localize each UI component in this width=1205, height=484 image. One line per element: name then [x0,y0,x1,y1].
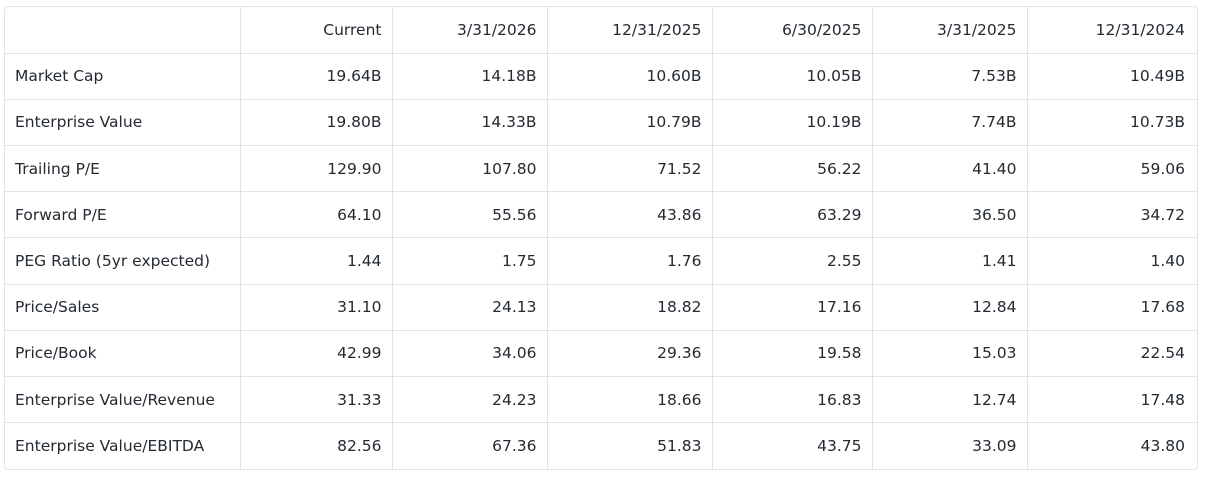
value-cell: 10.05B [712,53,873,100]
table-row: Forward P/E 64.10 55.56 43.86 63.29 36.50 34.7… [5,191,1197,239]
value-cell: 36.50 [872,191,1028,239]
value-cell: 63.29 [712,191,873,239]
row-label: PEG Ratio (5yr expected) [5,237,241,285]
column-header: 3/31/2025 [872,7,1028,54]
value-cell: 107.80 [392,145,548,193]
row-label: Market Cap [5,53,241,100]
value-cell: 15.03 [872,330,1028,378]
value-cell: 64.10 [240,191,393,239]
value-cell: 24.13 [392,284,548,331]
value-cell: 67.36 [392,422,548,469]
table-row: Price/Sales 31.10 24.13 18.82 17.16 12.84 17.6… [5,284,1197,331]
value-cell: 43.86 [547,191,713,239]
value-cell: 10.19B [712,99,873,147]
table-row: Price/Book 42.99 34.06 29.36 19.58 15.03 22.54 [5,330,1197,378]
value-cell: 22.54 [1027,330,1197,378]
value-cell: 17.48 [1027,376,1197,424]
table-row: Trailing P/E 129.90 107.80 71.52 56.22 41.40 5… [5,145,1197,193]
value-cell: 19.64B [240,53,393,100]
value-cell: 16.83 [712,376,873,424]
table-row: Enterprise Value/EBITDA 82.56 67.36 51.83 43… [5,422,1197,469]
table-row: Enterprise Value/Revenue 31.33 24.23 18.66 1… [5,376,1197,424]
valuation-table: Current 3/31/2026 12/31/2025 6/30/2025 3/31/… [5,7,1197,469]
value-cell: 43.80 [1140,437,1185,456]
row-label: Price/Book [5,330,241,378]
value-cell: 1.75 [392,237,548,285]
value-cell: 1.44 [240,237,393,285]
value-cell: 56.22 [712,145,873,193]
value-cell: 10.79B [547,99,713,147]
row-label: Enterprise Value [5,99,241,147]
value-cell: 1.40 [1027,237,1197,285]
value-cell: 43.75 [712,422,873,469]
value-cell: 14.18B [392,53,548,100]
value-cell: 19.58 [712,330,873,378]
value-cell: 17.68 [1027,284,1197,331]
value-cell: 1.76 [547,237,713,285]
value-cell: 33.09 [872,422,1028,469]
value-cell: 29.36 [547,330,713,378]
value-cell: 24.23 [392,376,548,424]
value-cell: 51.83 [547,422,713,469]
value-cell: 34.06 [392,330,548,378]
column-header: Current [240,7,393,54]
value-cell: 14.33B [392,99,548,147]
header-cell [5,7,241,54]
value-cell: 18.66 [547,376,713,424]
value-cell: 129.90 [240,145,393,193]
value-cell: 42.99 [240,330,393,378]
value-cell: 12.84 [872,284,1028,331]
value-cell: 1.41 [872,237,1028,285]
value-cell: 41.40 [872,145,1028,193]
value-cell: 31.10 [240,284,393,331]
row-label: Trailing P/E [5,145,241,193]
row-label: Forward P/E [5,191,241,239]
header-row: Current 3/31/2026 12/31/2025 6/30/2025 3/31/… [5,7,1197,54]
value-cell: 12.74 [872,376,1028,424]
value-cell: 7.53B [872,53,1028,100]
row-label: Enterprise Value/Revenue [5,376,241,424]
table-row: Market Cap 19.64B 14.18B 10.60B 10.05B 7.53B 1… [5,53,1197,100]
value-cell: 18.82 [547,284,713,331]
value-cell: 34.72 [1027,191,1197,239]
column-header: 6/30/2025 [712,7,873,54]
value-cell: 2.55 [712,237,873,285]
row-label: Price/Sales [5,284,241,331]
value-cell: 19.80B [240,99,393,147]
value-cell: 55.56 [392,191,548,239]
value-cell: 7.74B [872,99,1028,147]
value-cell: 82.56 [240,422,393,469]
value-cell: 10.60B [547,53,713,100]
column-header: 12/31/2024 [1027,7,1197,54]
table-body: Market Cap 19.64B 14.18B 10.60B 10.05B 7.53B 1… [5,53,1197,469]
table-container: Current 3/31/2026 12/31/2025 6/30/2025 3/31/… [4,6,1198,470]
column-header: 12/31/2025 [547,7,713,54]
column-header: 3/31/2026 [392,7,548,54]
value-cell: 31.33 [240,376,393,424]
row-label: Enterprise Value/EBITDA [5,422,241,469]
value-cell: 17.16 [712,284,873,331]
value-cell: 10.73B [1027,99,1197,147]
value-cell: 10.49B [1027,53,1197,100]
value-cell: 59.06 [1027,145,1197,193]
table-row: PEG Ratio (5yr expected) 1.44 1.75 1.76 2.55… [5,237,1197,285]
table-row: Enterprise Value 19.80B 14.33B 10.79B 10.19B… [5,99,1197,147]
value-cell: 71.52 [547,145,713,193]
